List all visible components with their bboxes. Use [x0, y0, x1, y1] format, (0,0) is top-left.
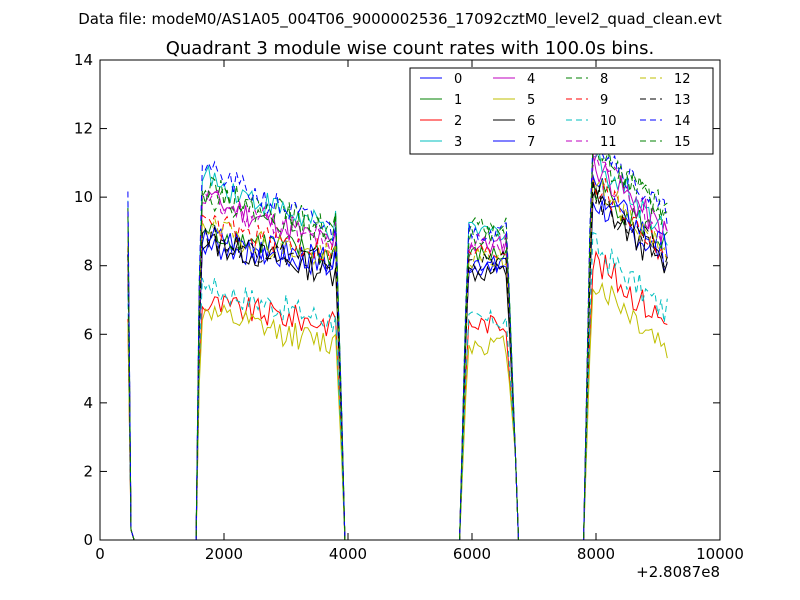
figure-suptitle: Data file: modeM0/AS1A05_004T06_90000025… — [78, 10, 722, 29]
series-line-10 — [127, 231, 668, 541]
legend-box — [409, 67, 714, 155]
series-line-4 — [127, 152, 668, 541]
series-line-6 — [127, 186, 668, 541]
x-tick-label: 0 — [95, 545, 105, 563]
legend-label-13: 13 — [674, 93, 691, 108]
series-line-13 — [127, 179, 668, 541]
legend-label-3: 3 — [454, 135, 462, 150]
series-line-1 — [127, 174, 668, 541]
legend-label-6: 6 — [527, 114, 535, 129]
legend-label-15: 15 — [674, 135, 691, 150]
legend-label-12: 12 — [674, 72, 691, 87]
legend-label-10: 10 — [600, 114, 617, 129]
series-line-14 — [127, 141, 668, 541]
x-tick-label: 10000 — [696, 545, 744, 563]
x-tick-label: 4000 — [329, 545, 367, 563]
legend-label-1: 1 — [454, 93, 462, 108]
chart-title: Quadrant 3 module wise count rates with … — [166, 38, 655, 59]
legend-label-5: 5 — [527, 93, 535, 108]
series-line-8 — [127, 135, 668, 541]
y-tick-label: 8 — [83, 257, 93, 275]
series-line-3 — [127, 149, 668, 541]
legend-label-2: 2 — [454, 114, 462, 129]
series-line-0 — [127, 200, 668, 541]
y-tick-label: 6 — [83, 325, 93, 343]
legend-label-0: 0 — [454, 72, 462, 87]
legend-label-9: 9 — [600, 93, 608, 108]
y-tick-label: 4 — [83, 394, 93, 412]
legend-label-4: 4 — [527, 72, 535, 87]
series-line-11 — [127, 153, 668, 541]
y-tick-label: 14 — [74, 51, 93, 69]
legend-label-14: 14 — [674, 114, 691, 129]
y-tick-label: 10 — [74, 188, 93, 206]
series-line-2 — [127, 250, 668, 541]
x-tick-label: 2000 — [205, 545, 243, 563]
x-tick-label: 8000 — [577, 545, 615, 563]
legend-label-7: 7 — [527, 135, 535, 150]
legend-label-11: 11 — [600, 135, 617, 150]
series-line-15 — [127, 141, 668, 541]
x-offset-label: +2.8087e8 — [636, 563, 720, 581]
y-tick-label: 0 — [83, 531, 93, 549]
plot-area — [127, 135, 668, 541]
series-line-7 — [127, 175, 668, 541]
y-tick-label: 2 — [83, 462, 93, 480]
legend-label-8: 8 — [600, 72, 608, 87]
series-line-12 — [127, 178, 668, 541]
x-tick-label: 6000 — [453, 545, 491, 563]
axes-frame — [99, 59, 721, 541]
series-line-5 — [127, 281, 668, 541]
y-tick-label: 12 — [74, 120, 93, 138]
